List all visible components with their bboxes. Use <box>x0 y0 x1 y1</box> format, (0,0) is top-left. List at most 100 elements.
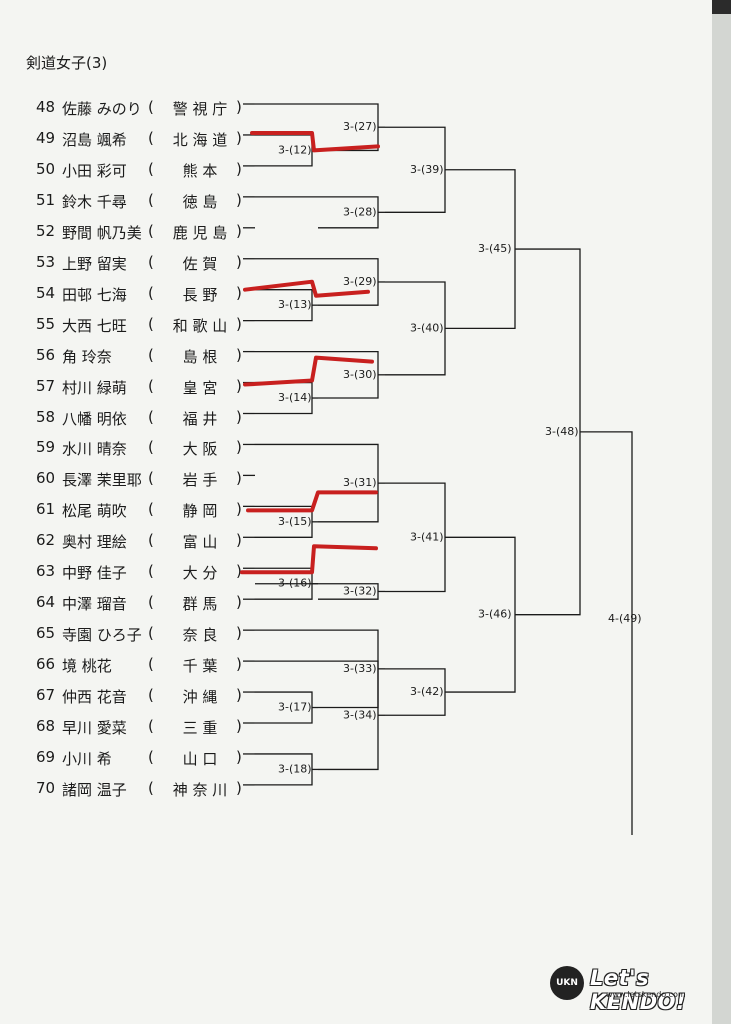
paren-open: ( <box>148 221 154 240</box>
prefecture-text: 福 井 <box>182 409 218 428</box>
entry-name: 佐藤 みのり <box>62 100 142 118</box>
match-label: 3-(16) <box>278 577 312 590</box>
match-label: 3-(14) <box>278 391 312 404</box>
bracket-line <box>580 431 633 835</box>
paren-close: ) <box>236 624 242 643</box>
paren-open: ( <box>148 624 154 643</box>
entry-number: 69 <box>36 747 56 766</box>
paren-close: ) <box>236 345 242 364</box>
entry-row: 48 佐藤 みのり (警 視 庁) <box>0 94 260 125</box>
match-label: 3-(27) <box>343 120 377 133</box>
entry-name: 中澤 瑠音 <box>62 595 127 614</box>
entry-name: 八幡 明依 <box>62 409 127 428</box>
entry-number: 58 <box>36 407 56 426</box>
paren-open: ( <box>148 500 154 519</box>
prefecture-text: 北 海 道 <box>172 130 228 149</box>
tournament-bracket: 3-(12) 3-(13) 3-(14) 3-(15) 3-(16) 3-(17) 3-(1… <box>240 103 642 835</box>
paren-open: ( <box>148 562 154 581</box>
entry-number: 62 <box>36 531 56 550</box>
entry-name: 沼島 颯希 <box>62 130 127 149</box>
entry-name: 寺園 ひろ子 <box>62 626 142 645</box>
entry-row: 69 小川 希 (山 口) <box>0 744 260 775</box>
match-label: 3-(13) <box>278 298 312 311</box>
paren-open: ( <box>148 593 154 612</box>
paren-close: ) <box>236 314 242 333</box>
prefecture-text: 奈 良 <box>182 626 218 645</box>
entry-row: 57 村川 緑萌 (皇 宮) <box>0 373 260 404</box>
prefecture-text: 山 口 <box>182 749 218 768</box>
logo-url: www.letskendo.com <box>606 990 686 999</box>
match-label: 3-(32) <box>343 584 377 597</box>
entry-prefecture: 長 野 <box>168 284 232 305</box>
paren-open: ( <box>148 128 154 147</box>
page-edge <box>712 0 731 1024</box>
match-label: 3-(34) <box>343 708 377 721</box>
entry-number: 48 <box>36 98 56 116</box>
entry-number: 56 <box>36 345 56 364</box>
paren-open: ( <box>148 314 154 333</box>
entry-prefecture: 奈 良 <box>168 624 232 645</box>
entry-name: 中野 佳子 <box>62 564 127 583</box>
paren-open: ( <box>148 190 154 209</box>
match-label: 3-(12) <box>278 143 312 156</box>
paren-open: ( <box>148 469 154 488</box>
prefecture-text: 徳 島 <box>182 192 218 211</box>
entry-number: 67 <box>36 686 56 705</box>
entry-number: 55 <box>36 314 56 333</box>
entry-name: 奥村 理絵 <box>62 533 127 552</box>
match-label: 3-(42) <box>410 685 444 698</box>
prefecture-text: 熊 本 <box>182 161 218 180</box>
entry-row: 64 中澤 瑠音 (群 馬) <box>0 589 260 620</box>
entry-number: 64 <box>36 593 56 612</box>
entry-name: 長澤 茉里耶 <box>62 471 142 490</box>
entry-name: 小川 希 <box>62 749 112 768</box>
paren-open: ( <box>148 345 154 364</box>
paren-close: ) <box>236 128 242 147</box>
paren-close: ) <box>236 407 242 426</box>
entry-number: 63 <box>36 562 56 581</box>
entry-prefecture: 静 岡 <box>168 500 232 521</box>
match-label: 3-(41) <box>410 530 444 543</box>
paren-open: ( <box>148 531 154 550</box>
prefecture-text: 和 歌 山 <box>172 316 228 335</box>
entry-prefecture: 福 井 <box>168 408 232 429</box>
entry-name: 田邨 七海 <box>62 285 127 304</box>
entry-number: 65 <box>36 624 56 643</box>
entry-row: 55 大西 七旺 (和 歌 山) <box>0 311 260 342</box>
paren-open: ( <box>148 717 154 735</box>
paren-open: ( <box>148 283 154 302</box>
logo-text: Let's KENDO! <box>590 966 687 1014</box>
entry-row: 58 八幡 明依 (福 井) <box>0 404 260 435</box>
prefecture-text: 沖 縄 <box>182 688 218 707</box>
paren-close: ) <box>236 438 242 457</box>
paren-open: ( <box>148 747 154 766</box>
entry-row: 62 奥村 理絵 (富 山) <box>0 527 260 558</box>
entry-prefecture: 沖 縄 <box>168 686 232 707</box>
paren-close: ) <box>236 778 242 797</box>
paren-close: ) <box>236 252 242 271</box>
paren-close: ) <box>236 562 242 581</box>
entry-row: 54 田邨 七海 (長 野) <box>0 280 260 311</box>
entry-prefecture: 鹿 児 島 <box>168 222 232 243</box>
paren-open: ( <box>148 252 154 271</box>
logo-badge: UKN <box>550 966 584 1000</box>
prefecture-text: 皇 宮 <box>182 378 218 397</box>
entry-number: 70 <box>36 778 56 797</box>
entry-row: 61 松尾 萌吹 (静 岡) <box>0 496 260 527</box>
prefecture-text: 警 視 庁 <box>172 100 228 118</box>
paren-open: ( <box>148 98 154 116</box>
bracket-line <box>243 355 374 387</box>
match-label: 3-(17) <box>278 701 312 714</box>
match-label: 3-(39) <box>410 163 444 176</box>
entry-prefecture: 群 馬 <box>168 593 232 614</box>
entry-number: 61 <box>36 500 56 519</box>
paper-sheet <box>0 0 712 1024</box>
entry-prefecture: 山 口 <box>168 748 232 769</box>
bracket-line <box>243 279 370 298</box>
paren-close: ) <box>236 717 242 735</box>
entry-number: 51 <box>36 190 56 209</box>
paren-open: ( <box>148 655 154 674</box>
match-label: 3-(15) <box>278 515 312 528</box>
entry-name: 上野 留実 <box>62 254 127 273</box>
page-corner <box>712 0 731 14</box>
